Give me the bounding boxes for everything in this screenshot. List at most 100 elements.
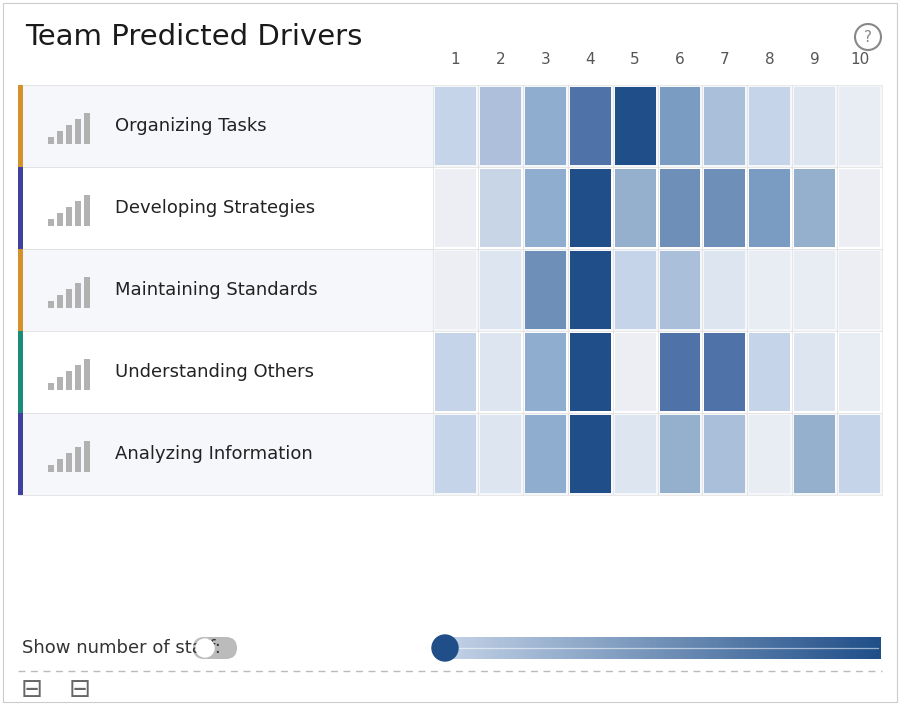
Bar — [850, 637, 852, 659]
Bar — [649, 637, 652, 659]
Bar — [705, 87, 745, 165]
Bar — [788, 637, 790, 659]
Bar — [613, 249, 658, 331]
Bar — [814, 637, 816, 659]
Bar — [695, 637, 698, 659]
Bar — [603, 637, 606, 659]
Text: 4: 4 — [585, 52, 595, 68]
Bar — [684, 637, 687, 659]
Bar — [523, 413, 568, 495]
Bar — [757, 637, 760, 659]
Bar — [614, 637, 617, 659]
Bar — [75, 119, 81, 144]
Bar — [433, 331, 478, 413]
Bar — [460, 637, 463, 659]
Bar — [705, 251, 745, 329]
Bar — [792, 85, 837, 167]
Bar — [748, 637, 751, 659]
Bar — [652, 637, 654, 659]
Bar — [786, 637, 788, 659]
Bar — [841, 637, 843, 659]
Bar — [18, 249, 23, 331]
Bar — [525, 87, 566, 165]
Bar — [747, 331, 792, 413]
Bar — [783, 637, 786, 659]
Bar — [774, 637, 777, 659]
Bar — [517, 637, 519, 659]
Bar — [445, 637, 447, 659]
Bar — [658, 331, 702, 413]
Bar — [847, 637, 850, 659]
Bar — [491, 637, 493, 659]
Bar — [66, 207, 72, 226]
Bar — [18, 413, 23, 495]
Bar — [853, 637, 856, 659]
Bar — [778, 637, 781, 659]
Bar — [513, 637, 516, 659]
Bar — [565, 637, 568, 659]
Bar — [726, 637, 729, 659]
Bar — [553, 637, 555, 659]
Bar — [862, 637, 865, 659]
Bar — [839, 415, 880, 493]
Text: Developing Strategies: Developing Strategies — [115, 199, 315, 217]
Bar — [478, 413, 523, 495]
Bar — [807, 637, 810, 659]
Text: ⊟: ⊟ — [21, 677, 43, 703]
Bar — [457, 637, 460, 659]
Bar — [480, 415, 521, 493]
Bar — [746, 637, 749, 659]
Bar — [504, 637, 507, 659]
Bar — [84, 113, 90, 144]
Bar — [608, 637, 610, 659]
Bar — [794, 333, 835, 411]
Bar — [478, 249, 523, 331]
Bar — [525, 251, 566, 329]
Bar — [705, 169, 745, 247]
Bar — [702, 249, 747, 331]
Bar — [57, 131, 63, 144]
Bar — [480, 169, 521, 247]
Bar — [792, 167, 837, 249]
Bar — [643, 637, 645, 659]
Bar — [620, 637, 623, 659]
Bar — [510, 637, 513, 659]
Bar — [480, 333, 521, 411]
Bar — [832, 637, 834, 659]
Bar — [570, 87, 610, 165]
Bar — [449, 637, 452, 659]
Bar — [838, 637, 841, 659]
Bar — [530, 637, 533, 659]
Bar — [435, 169, 476, 247]
Bar — [48, 301, 54, 308]
Bar — [640, 637, 643, 659]
Bar — [66, 125, 72, 144]
Bar — [480, 87, 521, 165]
Bar — [777, 637, 779, 659]
Bar — [600, 637, 603, 659]
Bar — [790, 637, 793, 659]
Bar — [545, 637, 548, 659]
Bar — [66, 371, 72, 390]
Bar — [519, 637, 522, 659]
Bar — [801, 637, 804, 659]
Bar — [781, 637, 784, 659]
Bar — [18, 167, 23, 249]
Bar — [435, 87, 476, 165]
Bar — [478, 85, 523, 167]
Bar — [75, 365, 81, 390]
Bar — [750, 87, 790, 165]
Bar — [687, 637, 689, 659]
Bar — [536, 637, 539, 659]
Bar — [615, 415, 655, 493]
Bar — [572, 637, 575, 659]
Bar — [533, 637, 536, 659]
Bar — [722, 637, 725, 659]
Text: 6: 6 — [675, 52, 685, 68]
Bar — [568, 249, 613, 331]
Bar — [48, 383, 54, 390]
Bar — [702, 331, 747, 413]
Bar — [803, 637, 806, 659]
Bar — [806, 637, 808, 659]
Bar — [705, 415, 745, 493]
